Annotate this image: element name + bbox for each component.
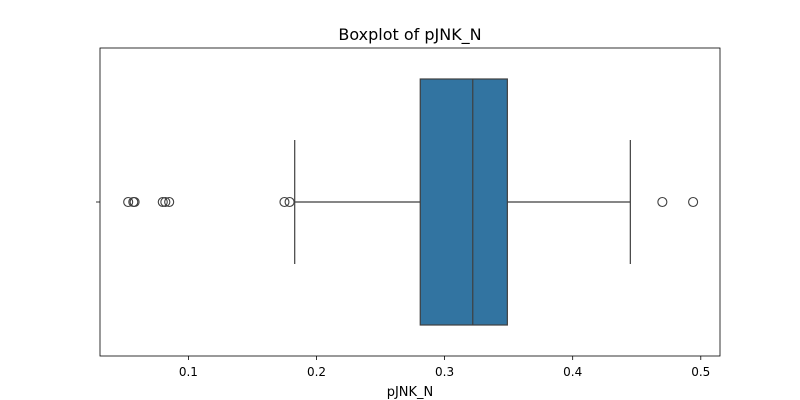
outlier-point xyxy=(284,196,295,208)
outlier-point xyxy=(657,196,668,208)
outlier-points xyxy=(123,196,699,208)
outlier-point xyxy=(279,196,290,208)
outlier-point xyxy=(164,196,175,208)
outlier-point xyxy=(688,196,699,208)
x-axis-ticks: 0.1 0.2 0.3 0.4 0.5 xyxy=(179,356,710,379)
x-tick-label: 0.5 xyxy=(691,365,710,379)
x-tick-label: 0.1 xyxy=(179,365,198,379)
outlier-point xyxy=(123,196,134,208)
boxplot-body xyxy=(294,78,631,326)
outlier-point xyxy=(160,196,171,208)
x-tick-label: 0.4 xyxy=(563,365,582,379)
outlier-point xyxy=(157,196,168,208)
x-tick-label: 0.2 xyxy=(307,365,326,379)
chart-title: Boxplot of pJNK_N xyxy=(338,25,481,45)
x-tick-label: 0.3 xyxy=(435,365,454,379)
outlier-point xyxy=(129,196,140,208)
x-axis-label: pJNK_N xyxy=(387,385,434,400)
iqr-box xyxy=(419,78,508,326)
